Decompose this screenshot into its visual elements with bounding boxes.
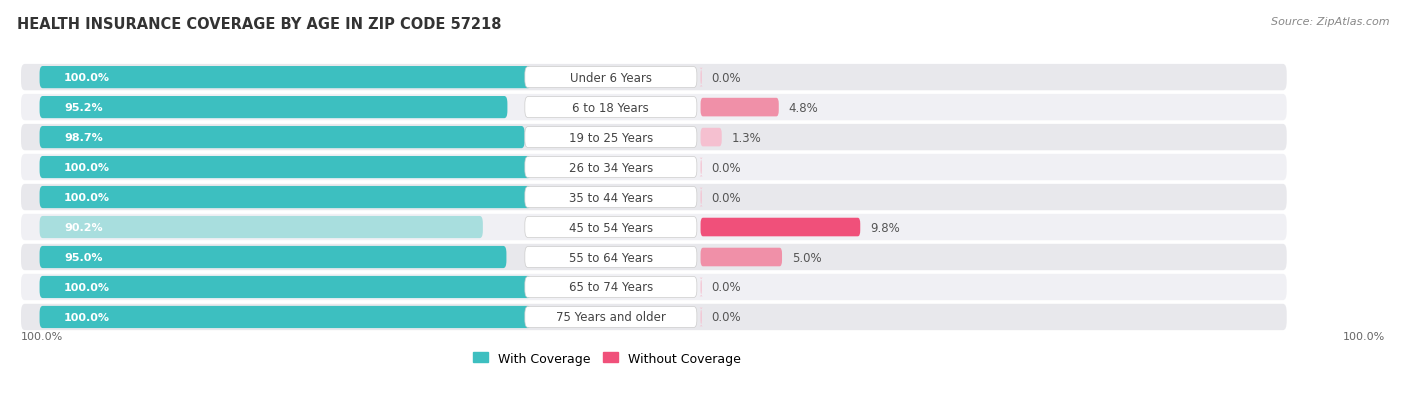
Text: 75 Years and older: 75 Years and older [555,311,666,324]
FancyBboxPatch shape [39,67,531,89]
Text: 0.0%: 0.0% [711,161,741,174]
Text: 90.2%: 90.2% [65,223,103,233]
FancyBboxPatch shape [21,304,1286,330]
FancyBboxPatch shape [700,218,860,237]
Text: 95.0%: 95.0% [65,252,103,262]
Text: 6 to 18 Years: 6 to 18 Years [572,101,650,114]
FancyBboxPatch shape [21,154,1286,181]
FancyBboxPatch shape [699,278,703,297]
Text: 100.0%: 100.0% [65,73,110,83]
FancyBboxPatch shape [524,67,697,88]
FancyBboxPatch shape [700,99,779,117]
FancyBboxPatch shape [524,157,697,178]
Text: 55 to 64 Years: 55 to 64 Years [569,251,652,264]
Text: 100.0%: 100.0% [65,312,110,322]
FancyBboxPatch shape [39,216,482,239]
Text: Source: ZipAtlas.com: Source: ZipAtlas.com [1271,17,1389,26]
Text: HEALTH INSURANCE COVERAGE BY AGE IN ZIP CODE 57218: HEALTH INSURANCE COVERAGE BY AGE IN ZIP … [17,17,502,31]
FancyBboxPatch shape [39,157,531,179]
Text: 100.0%: 100.0% [65,282,110,292]
FancyBboxPatch shape [700,248,782,267]
FancyBboxPatch shape [524,187,697,208]
Text: Under 6 Years: Under 6 Years [569,71,652,84]
Text: 0.0%: 0.0% [711,281,741,294]
Text: 45 to 54 Years: 45 to 54 Years [569,221,652,234]
Text: 1.3%: 1.3% [731,131,761,144]
FancyBboxPatch shape [524,97,697,118]
Text: 100.0%: 100.0% [65,192,110,202]
Text: 65 to 74 Years: 65 to 74 Years [569,281,652,294]
Legend: With Coverage, Without Coverage: With Coverage, Without Coverage [468,347,745,370]
Text: 0.0%: 0.0% [711,311,741,324]
Text: 98.7%: 98.7% [65,133,103,143]
FancyBboxPatch shape [524,217,697,238]
FancyBboxPatch shape [700,128,721,147]
FancyBboxPatch shape [699,188,703,207]
FancyBboxPatch shape [39,276,531,298]
FancyBboxPatch shape [21,184,1286,211]
Text: 100.0%: 100.0% [1343,332,1385,342]
Text: 19 to 25 Years: 19 to 25 Years [569,131,652,144]
FancyBboxPatch shape [39,97,508,119]
FancyBboxPatch shape [699,308,703,327]
FancyBboxPatch shape [21,95,1286,121]
Text: 26 to 34 Years: 26 to 34 Years [569,161,652,174]
FancyBboxPatch shape [39,246,506,268]
Text: 100.0%: 100.0% [21,332,63,342]
FancyBboxPatch shape [21,274,1286,301]
Text: 4.8%: 4.8% [789,101,818,114]
Text: 0.0%: 0.0% [711,71,741,84]
Text: 95.2%: 95.2% [65,103,103,113]
Text: 9.8%: 9.8% [870,221,900,234]
FancyBboxPatch shape [524,127,697,148]
Text: 5.0%: 5.0% [792,251,821,264]
FancyBboxPatch shape [524,247,697,268]
FancyBboxPatch shape [21,214,1286,241]
FancyBboxPatch shape [524,307,697,328]
Text: 0.0%: 0.0% [711,191,741,204]
FancyBboxPatch shape [699,69,703,87]
Text: 100.0%: 100.0% [65,163,110,173]
FancyBboxPatch shape [39,187,531,209]
FancyBboxPatch shape [699,158,703,177]
FancyBboxPatch shape [21,244,1286,271]
FancyBboxPatch shape [39,306,531,328]
FancyBboxPatch shape [39,127,524,149]
Text: 35 to 44 Years: 35 to 44 Years [569,191,652,204]
FancyBboxPatch shape [21,65,1286,91]
FancyBboxPatch shape [524,277,697,298]
FancyBboxPatch shape [21,125,1286,151]
